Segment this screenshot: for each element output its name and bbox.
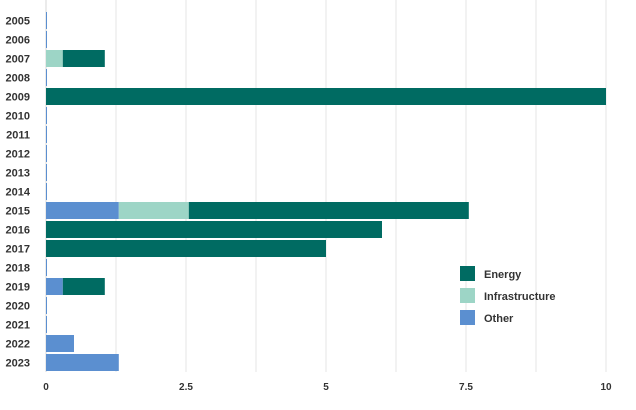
y-tick-label: 2014 (6, 187, 31, 199)
y-axis-ticks: 2005 2006 2007 2008 2009 2010 2011 2012 2013 2014… (6, 16, 31, 370)
legend-swatch-infrastructure[interactable] (460, 288, 475, 303)
bar-zero-2021 (46, 316, 47, 333)
bars (46, 12, 606, 371)
y-tick-label: 2012 (6, 149, 30, 161)
bar-zero-2008 (46, 69, 47, 86)
x-tick-label: 5 (323, 382, 329, 393)
bar-other-2023[interactable] (46, 354, 119, 371)
legend-label-other[interactable]: Other (484, 313, 514, 325)
y-tick-label: 2021 (6, 320, 30, 332)
y-tick-label: 2005 (6, 16, 30, 28)
bar-other-2019[interactable] (46, 278, 63, 295)
bar-energy-2019[interactable] (62, 278, 105, 295)
bar-zero-2011 (46, 126, 47, 143)
bar-energy-2017[interactable] (46, 240, 326, 257)
bar-zero-2020 (46, 297, 47, 314)
y-tick-label: 2020 (6, 301, 30, 313)
x-tick-label: 7.5 (459, 382, 473, 393)
y-tick-label: 2006 (6, 35, 30, 47)
y-tick-label: 2016 (6, 225, 30, 237)
bar-other-2015[interactable] (46, 202, 119, 219)
y-tick-label: 2013 (6, 168, 30, 180)
x-axis-ticks: 0 2.5 5 7.5 10 (43, 382, 612, 393)
legend[interactable]: Energy Infrastructure Other (460, 266, 556, 325)
legend-swatch-other[interactable] (460, 310, 475, 325)
x-tick-label: 0 (43, 382, 49, 393)
y-tick-label: 2008 (6, 73, 30, 85)
y-tick-label: 2017 (6, 244, 30, 256)
bar-other-2022[interactable] (46, 335, 74, 352)
legend-label-infrastructure[interactable]: Infrastructure (484, 291, 556, 303)
bar-zero-2005 (46, 12, 47, 29)
legend-swatch-energy[interactable] (460, 266, 475, 281)
y-tick-label: 2011 (6, 130, 30, 142)
y-tick-label: 2015 (6, 206, 30, 218)
bar-energy-2015[interactable] (188, 202, 469, 219)
bar-energy-2007[interactable] (62, 50, 105, 67)
y-tick-label: 2023 (6, 358, 30, 370)
x-tick-label: 2.5 (179, 382, 193, 393)
bar-zero-2012 (46, 145, 47, 162)
bar-zero-2006 (46, 31, 47, 48)
bar-zero-2010 (46, 107, 47, 124)
legend-label-energy[interactable]: Energy (484, 269, 522, 281)
y-tick-label: 2019 (6, 282, 30, 294)
bar-infrastructure-2015[interactable] (118, 202, 189, 219)
y-tick-label: 2009 (6, 92, 30, 104)
bar-zero-2018 (46, 259, 47, 276)
bar-zero-2013 (46, 164, 47, 181)
bar-infrastructure-2007[interactable] (46, 50, 63, 67)
y-tick-label: 2007 (6, 54, 30, 66)
bar-energy-2009[interactable] (46, 88, 606, 105)
bar-zero-2014 (46, 183, 47, 200)
y-tick-label: 2022 (6, 339, 30, 351)
y-tick-label: 2018 (6, 263, 30, 275)
y-tick-label: 2010 (6, 111, 30, 123)
bar-energy-2016[interactable] (46, 221, 382, 238)
x-tick-label: 10 (600, 382, 612, 393)
grid-lines (45, 0, 607, 372)
